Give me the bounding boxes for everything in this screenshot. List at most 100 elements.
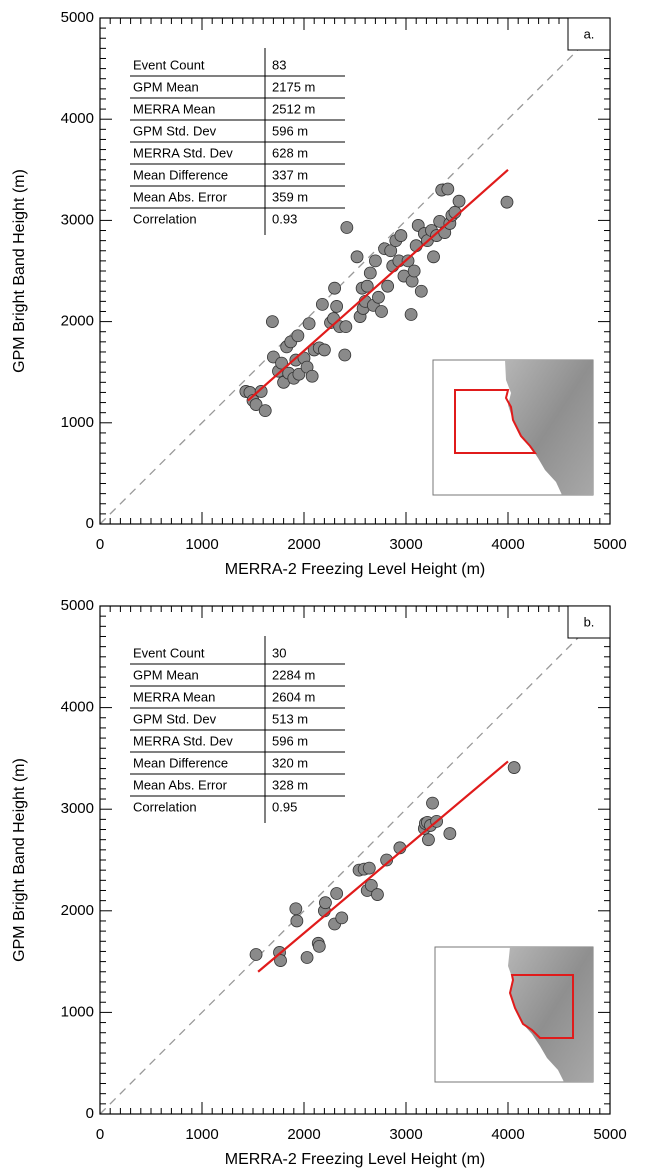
data-point bbox=[453, 195, 465, 207]
stat-label: Correlation bbox=[133, 211, 197, 226]
data-point bbox=[508, 762, 520, 774]
x-tick-label: 0 bbox=[96, 1126, 104, 1143]
data-point bbox=[371, 889, 383, 901]
x-tick-label: 5000 bbox=[593, 1126, 626, 1143]
data-point bbox=[329, 282, 341, 294]
data-point bbox=[442, 183, 454, 195]
stat-value: 30 bbox=[272, 645, 286, 660]
stat-label: MERRA Mean bbox=[133, 689, 215, 704]
x-axis-label: MERRA-2 Freezing Level Height (m) bbox=[225, 1151, 486, 1168]
data-point bbox=[444, 828, 456, 840]
data-point bbox=[291, 915, 303, 927]
x-tick-label: 5000 bbox=[593, 536, 626, 553]
data-point bbox=[369, 255, 381, 267]
data-point bbox=[316, 298, 328, 310]
data-point bbox=[427, 797, 439, 809]
stat-label: MERRA Mean bbox=[133, 101, 215, 116]
data-point bbox=[259, 405, 271, 417]
data-point bbox=[301, 952, 313, 964]
stat-label: Event Count bbox=[133, 645, 205, 660]
stat-label: GPM Mean bbox=[133, 79, 199, 94]
y-tick-label: 1000 bbox=[61, 1003, 94, 1020]
x-tick-label: 0 bbox=[96, 536, 104, 553]
y-tick-label: 3000 bbox=[61, 800, 94, 817]
stat-value: 596 m bbox=[272, 733, 308, 748]
y-tick-label: 2000 bbox=[61, 902, 94, 919]
data-point bbox=[376, 305, 388, 317]
stat-value: 83 bbox=[272, 57, 286, 72]
stat-label: MERRA Std. Dev bbox=[133, 145, 233, 160]
data-point bbox=[341, 221, 353, 233]
x-tick-label: 4000 bbox=[491, 1126, 524, 1143]
stat-value: 628 m bbox=[272, 145, 308, 160]
data-point bbox=[313, 940, 325, 952]
stat-label: GPM Mean bbox=[133, 667, 199, 682]
stat-label: Mean Difference bbox=[133, 755, 228, 770]
stat-value: 320 m bbox=[272, 755, 308, 770]
stat-label: GPM Std. Dev bbox=[133, 711, 217, 726]
x-tick-label: 1000 bbox=[185, 1126, 218, 1143]
data-point bbox=[340, 321, 352, 333]
data-point bbox=[408, 265, 420, 277]
data-point bbox=[382, 280, 394, 292]
x-tick-label: 1000 bbox=[185, 536, 218, 553]
stat-value: 596 m bbox=[272, 123, 308, 138]
y-tick-label: 5000 bbox=[61, 597, 94, 614]
data-point bbox=[395, 230, 407, 242]
data-point bbox=[292, 330, 304, 342]
stat-label: MERRA Std. Dev bbox=[133, 733, 233, 748]
panel-label: b. bbox=[584, 614, 595, 629]
data-point bbox=[266, 316, 278, 328]
data-point bbox=[339, 349, 351, 361]
y-tick-label: 5000 bbox=[61, 9, 94, 26]
stat-value: 2284 m bbox=[272, 667, 315, 682]
data-point bbox=[405, 309, 417, 321]
stat-value: 2175 m bbox=[272, 79, 315, 94]
stat-value: 359 m bbox=[272, 189, 308, 204]
scatter-panel: 0 1000 2000 3000 4000 5000 0 1000 2000 3000 4000 50… bbox=[11, 597, 626, 1168]
stat-value: 2604 m bbox=[272, 689, 315, 704]
data-point bbox=[250, 948, 262, 960]
stat-label: Event Count bbox=[133, 57, 205, 72]
y-tick-label: 4000 bbox=[61, 110, 94, 127]
y-axis-label: GPM Bright Band Height (m) bbox=[11, 758, 28, 962]
stat-label: Mean Abs. Error bbox=[133, 189, 228, 204]
y-tick-label: 1000 bbox=[61, 414, 94, 431]
inset-map bbox=[433, 360, 593, 495]
data-point bbox=[415, 285, 427, 297]
data-point bbox=[319, 897, 331, 909]
x-tick-label: 3000 bbox=[389, 536, 422, 553]
data-point bbox=[336, 912, 348, 924]
data-point bbox=[306, 370, 318, 382]
inset-map bbox=[435, 947, 593, 1082]
data-point bbox=[363, 862, 375, 874]
data-point bbox=[290, 903, 302, 915]
data-point bbox=[331, 300, 343, 312]
x-tick-label: 2000 bbox=[287, 1126, 320, 1143]
x-tick-label: 2000 bbox=[287, 536, 320, 553]
x-tick-label: 3000 bbox=[389, 1126, 422, 1143]
stat-label: GPM Std. Dev bbox=[133, 123, 217, 138]
data-point bbox=[303, 318, 315, 330]
y-axis-label: GPM Bright Band Height (m) bbox=[11, 169, 28, 373]
y-tick-label: 2000 bbox=[61, 313, 94, 330]
data-point bbox=[428, 251, 440, 263]
data-point bbox=[501, 196, 513, 208]
y-tick-label: 3000 bbox=[61, 211, 94, 228]
data-point bbox=[364, 267, 376, 279]
stat-label: Mean Difference bbox=[133, 167, 228, 182]
stat-value: 328 m bbox=[272, 777, 308, 792]
y-tick-label: 0 bbox=[86, 515, 94, 532]
fit-line bbox=[258, 761, 508, 971]
stat-value: 2512 m bbox=[272, 101, 315, 116]
y-tick-label: 4000 bbox=[61, 699, 94, 716]
stat-value: 513 m bbox=[272, 711, 308, 726]
data-point bbox=[318, 344, 330, 356]
x-axis-label: MERRA-2 Freezing Level Height (m) bbox=[225, 561, 486, 578]
stat-value: 0.93 bbox=[272, 211, 297, 226]
y-tick-label: 0 bbox=[86, 1105, 94, 1122]
panel-label: a. bbox=[584, 26, 595, 41]
data-point bbox=[372, 291, 384, 303]
x-tick-label: 4000 bbox=[491, 536, 524, 553]
figure: 0100020003000400050000100020003000400050… bbox=[0, 0, 651, 1170]
